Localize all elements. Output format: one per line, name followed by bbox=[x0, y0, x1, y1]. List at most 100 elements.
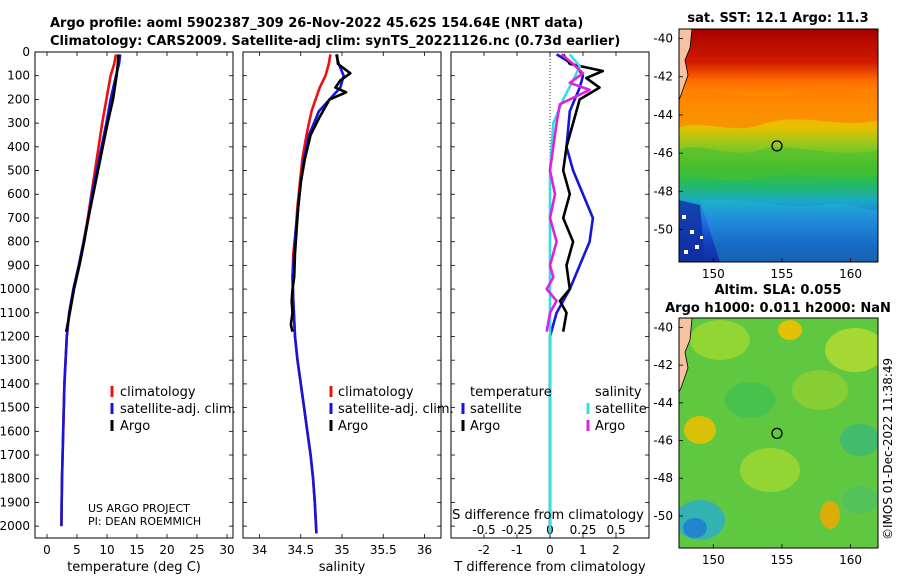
sst-map-ticks: 150 155 160 -40 -42 -44 -46 -48 -50 bbox=[653, 32, 862, 281]
map-lat-label: -44 bbox=[653, 396, 673, 410]
series-line-t-satellite bbox=[548, 53, 595, 534]
legend-temperature-title: temperature bbox=[470, 385, 552, 400]
map-lat-label: -42 bbox=[653, 70, 673, 84]
legend-satellite-adj: satellite-adj. clim. bbox=[120, 402, 236, 417]
depth-tick-label: 1800 bbox=[0, 472, 30, 486]
series-line-t-argo bbox=[558, 53, 605, 332]
map-lat-label: -44 bbox=[653, 108, 673, 122]
difference-legend: temperature salinity satellite Argo sate… bbox=[461, 385, 647, 434]
map-lat-label: -48 bbox=[653, 471, 673, 485]
depth-axis: 0 100 200 300 400 500 600 700 800 900 1000 1100 1200… bbox=[0, 45, 649, 533]
series-line-argo bbox=[289, 54, 352, 332]
legend-t-argo: Argo bbox=[470, 419, 500, 434]
sla-map-title-line2: Argo h1000: 0.011 h2000: NaN bbox=[665, 301, 891, 316]
x-tick-label: 34.5 bbox=[287, 543, 314, 557]
legend-s-argo: Argo bbox=[595, 419, 625, 434]
sst-map-field bbox=[679, 29, 878, 262]
series-line-argo bbox=[64, 54, 120, 332]
salinity-panel-frame bbox=[242, 51, 442, 539]
x-tick-label: 1 bbox=[579, 543, 587, 557]
map-lon-label: 155 bbox=[770, 553, 793, 567]
legend-climatology: climatology bbox=[338, 385, 414, 400]
x-tick-label: 36 bbox=[417, 543, 432, 557]
map-lat-label: -40 bbox=[653, 32, 673, 46]
sst-map-title: sat. SST: 12.1 Argo: 11.3 bbox=[687, 11, 868, 26]
temperature-profile-lines bbox=[60, 54, 122, 527]
series-line-s-satellite bbox=[548, 53, 582, 534]
map-lon-label: 150 bbox=[702, 267, 725, 281]
top-tick-label: -0.25 bbox=[501, 523, 532, 537]
depth-tick-label: 1500 bbox=[0, 401, 30, 415]
salinity-x-label: salinity bbox=[319, 560, 366, 575]
x-tick-label: 25 bbox=[189, 543, 204, 557]
sla-map-ticks: 150 155 160 -40 -42 -44 -46 -48 -50 bbox=[653, 320, 862, 567]
figure-title-line2: Climatology: CARS2009. Satellite-adj cli… bbox=[50, 34, 620, 49]
s-difference-top-label: S difference from climatology bbox=[452, 508, 644, 523]
map-lon-label: 160 bbox=[839, 553, 862, 567]
depth-tick-label: 100 bbox=[7, 69, 30, 83]
depth-tick-label: 1200 bbox=[0, 329, 30, 343]
x-tick-label: -2 bbox=[478, 543, 490, 557]
temperature-x-ticks: 0 5 10 15 20 25 30 bbox=[43, 52, 235, 557]
depth-tick-label: 1300 bbox=[0, 353, 30, 367]
temperature-panel-frame bbox=[34, 51, 234, 539]
salinity-x-ticks: 34 34.5 35 35.5 36 bbox=[252, 52, 432, 557]
x-tick-label: 34 bbox=[252, 543, 267, 557]
map-lat-label: -50 bbox=[653, 509, 673, 523]
legend-argo: Argo bbox=[120, 419, 150, 434]
map-lon-label: 150 bbox=[702, 553, 725, 567]
legend-satellite-adj: satellite-adj. clim. bbox=[338, 402, 454, 417]
depth-tick-label: 1900 bbox=[0, 495, 30, 509]
depth-tick-label: 800 bbox=[7, 235, 30, 249]
difference-x-ticks: -2 -1 0 1 2 bbox=[478, 52, 620, 557]
figure-title-line1: Argo profile: aoml 5902387_309 26-Nov-20… bbox=[50, 16, 583, 31]
depth-tick-label: 200 bbox=[7, 92, 30, 106]
depth-tick-label: 2000 bbox=[0, 519, 30, 533]
map-lat-label: -46 bbox=[653, 434, 673, 448]
t-difference-x-label: T difference from climatology bbox=[453, 560, 646, 575]
top-tick-label: 0.5 bbox=[606, 523, 625, 537]
x-tick-label: 10 bbox=[99, 543, 114, 557]
sla-map-frame bbox=[678, 317, 879, 549]
map-lon-label: 155 bbox=[770, 267, 793, 281]
salinity-profile-lines bbox=[289, 54, 352, 534]
float-position-marker bbox=[771, 140, 783, 152]
depth-tick-label: 1100 bbox=[0, 306, 30, 320]
project-credit: US ARGO PROJECT bbox=[88, 502, 190, 515]
depth-tick-label: 1700 bbox=[0, 448, 30, 462]
depth-tick-label: 600 bbox=[7, 187, 30, 201]
x-tick-label: 35 bbox=[334, 543, 349, 557]
legend-s-satellite: satellite bbox=[595, 402, 647, 417]
series-line-s-argo bbox=[545, 53, 591, 332]
depth-tick-label: 1600 bbox=[0, 424, 30, 438]
depth-tick-label: 1000 bbox=[0, 282, 30, 296]
difference-profile-lines bbox=[545, 53, 605, 534]
map-lat-label: -48 bbox=[653, 184, 673, 198]
top-tick-label: 0.25 bbox=[570, 523, 597, 537]
map-lat-label: -40 bbox=[653, 320, 673, 334]
x-tick-label: 30 bbox=[219, 543, 234, 557]
depth-tick-label: 700 bbox=[7, 211, 30, 225]
map-lat-label: -46 bbox=[653, 146, 673, 160]
legend-argo: Argo bbox=[338, 419, 368, 434]
sla-map-title-line1: Altim. SLA: 0.055 bbox=[715, 283, 842, 298]
map-lon-label: 160 bbox=[839, 267, 862, 281]
legend-salinity-title: salinity bbox=[595, 385, 642, 400]
temperature-x-label: temperature (deg C) bbox=[67, 560, 201, 575]
map-lat-label: -50 bbox=[653, 223, 673, 237]
x-tick-label: 0 bbox=[546, 543, 554, 557]
depth-tick-label: 900 bbox=[7, 258, 30, 272]
legend-t-satellite: satellite bbox=[470, 402, 522, 417]
depth-tick-label: 500 bbox=[7, 164, 30, 178]
temperature-legend: climatology satellite-adj. clim. Argo bbox=[110, 385, 236, 434]
x-tick-label: 15 bbox=[129, 543, 144, 557]
depth-tick-label: 1400 bbox=[0, 377, 30, 391]
depth-tick-label: 0 bbox=[22, 45, 30, 59]
depth-tick-label: 300 bbox=[7, 116, 30, 130]
x-tick-label: 35.5 bbox=[370, 543, 397, 557]
top-tick-label: -0.5 bbox=[472, 523, 495, 537]
x-tick-label: 0 bbox=[43, 543, 51, 557]
x-tick-label: 5 bbox=[73, 543, 81, 557]
